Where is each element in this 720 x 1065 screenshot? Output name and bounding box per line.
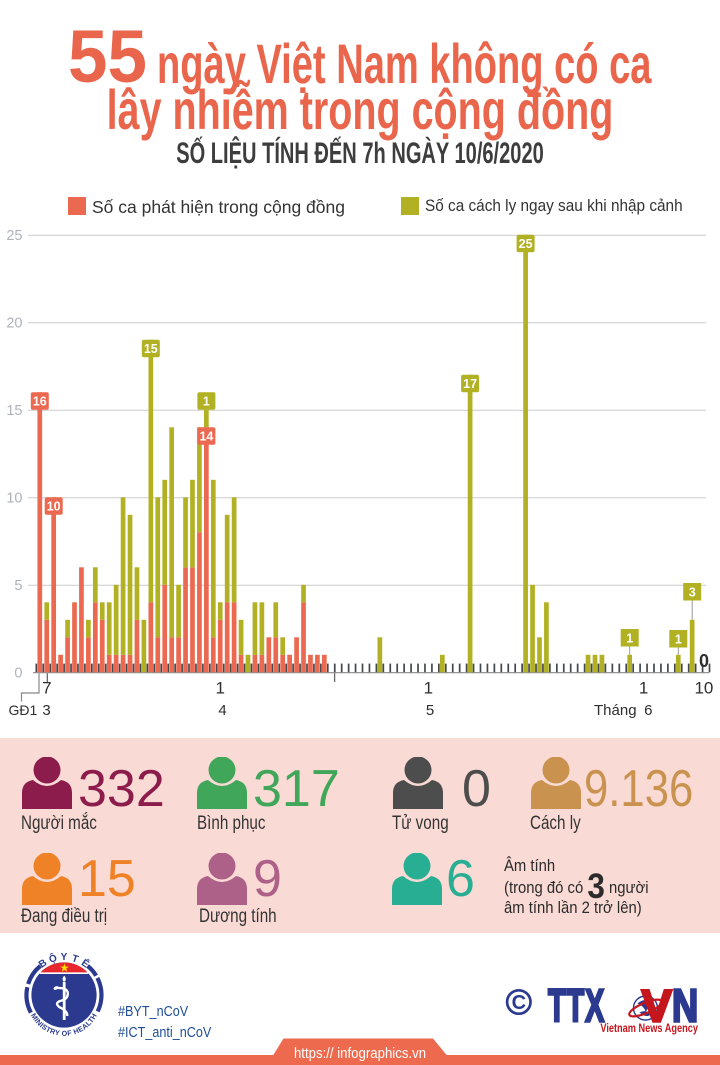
- svg-text:Ộ: Ộ: [47, 953, 58, 966]
- svg-text:15: 15: [144, 342, 158, 356]
- svg-text:GĐ1: GĐ1: [9, 702, 38, 718]
- svg-text:10: 10: [694, 679, 713, 698]
- svg-text:1: 1: [215, 679, 224, 698]
- svg-text:TTX: TTX: [548, 980, 605, 1032]
- svg-text:3: 3: [42, 702, 50, 719]
- svg-text:1: 1: [639, 679, 648, 698]
- svg-text:20: 20: [6, 316, 22, 332]
- svg-text:16: 16: [33, 395, 47, 409]
- svg-text:Vietnam News Agency: Vietnam News Agency: [600, 1023, 698, 1035]
- svg-text:5: 5: [14, 578, 22, 594]
- svg-text:5: 5: [426, 702, 434, 719]
- svg-text:T: T: [70, 953, 79, 965]
- svg-text:7: 7: [42, 679, 51, 698]
- svg-text:Tháng: Tháng: [594, 702, 637, 719]
- svg-text:0: 0: [699, 651, 709, 671]
- svg-text:1: 1: [675, 632, 682, 646]
- svg-text:6: 6: [644, 702, 652, 719]
- svg-text:0: 0: [14, 666, 22, 682]
- svg-text:10: 10: [47, 500, 61, 514]
- svg-text:1: 1: [424, 679, 433, 698]
- svg-text:3: 3: [689, 585, 696, 599]
- svg-text:10: 10: [6, 491, 22, 507]
- svg-text:17: 17: [463, 377, 477, 391]
- svg-text:V: V: [642, 980, 673, 1031]
- svg-text:C: C: [512, 992, 526, 1014]
- svg-text:1: 1: [203, 395, 210, 409]
- svg-text:4: 4: [218, 702, 226, 719]
- svg-text:1: 1: [626, 631, 633, 645]
- svg-text:14: 14: [199, 430, 213, 444]
- svg-text:25: 25: [519, 237, 533, 251]
- svg-text:15: 15: [6, 403, 22, 419]
- svg-text:N: N: [672, 979, 698, 1031]
- svg-text:25: 25: [6, 228, 22, 244]
- svg-text:Y: Y: [61, 953, 68, 963]
